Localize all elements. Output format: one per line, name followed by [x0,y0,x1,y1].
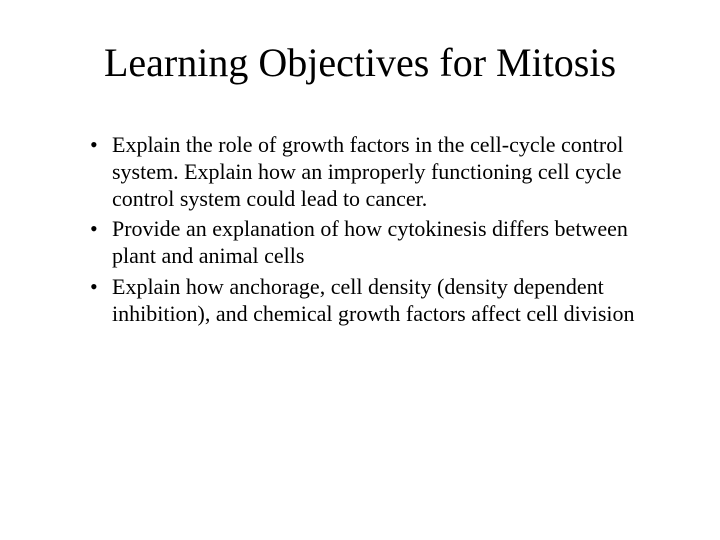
slide: Learning Objectives for Mitosis Explain … [0,0,720,540]
bullet-list: Explain the role of growth factors in th… [60,132,660,328]
list-item: Explain how anchorage, cell density (den… [90,274,650,328]
slide-title: Learning Objectives for Mitosis [60,40,660,86]
list-item: Provide an explanation of how cytokinesi… [90,216,650,270]
list-item: Explain the role of growth factors in th… [90,132,650,212]
